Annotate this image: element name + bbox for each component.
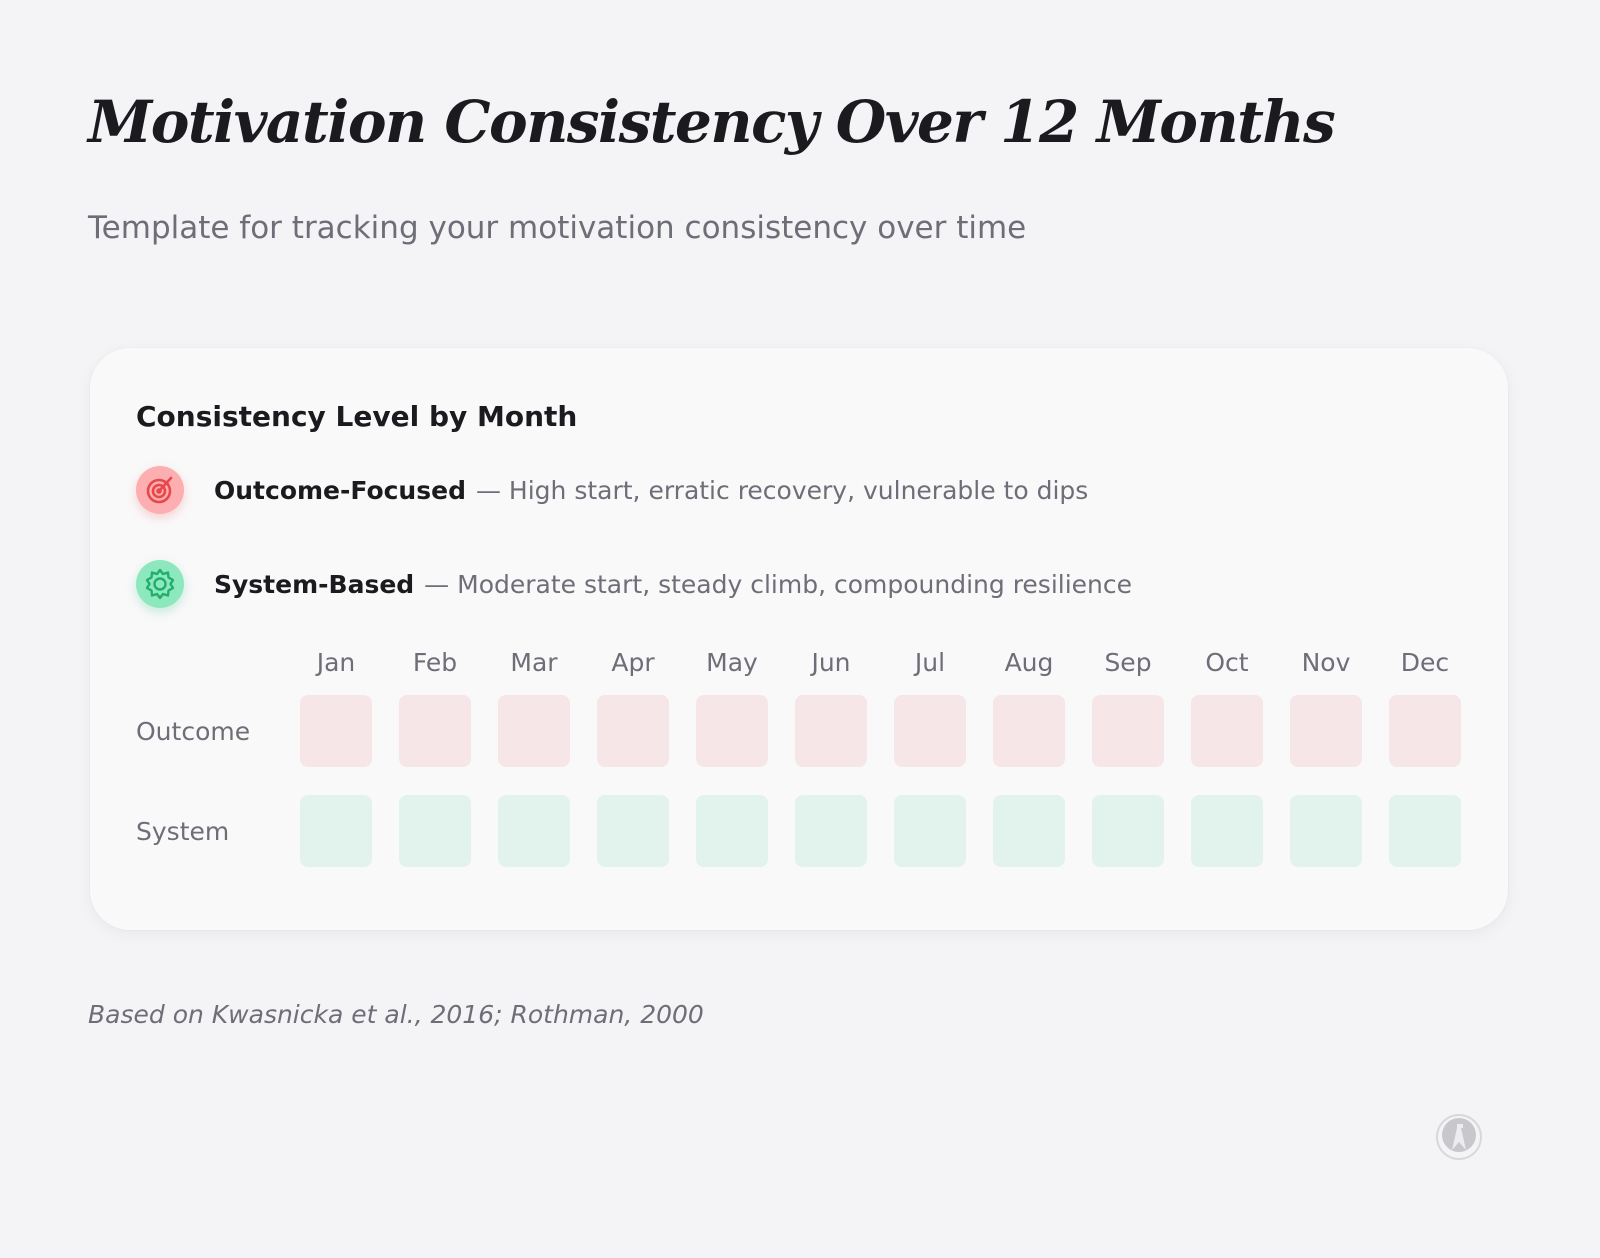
card-title: Consistency Level by Month	[136, 400, 578, 433]
system-cell-jul[interactable]	[894, 795, 966, 867]
system-cell-may[interactable]	[696, 795, 768, 867]
month-header-row: Jan Feb Mar Apr May Jun Jul Aug Sep Oct …	[300, 648, 1488, 677]
mountain-flag-icon	[1440, 1116, 1478, 1158]
legend-desc: — High start, erratic recovery, vulnerab…	[475, 475, 1089, 505]
outcome-cell-apr[interactable]	[597, 695, 669, 767]
outcome-cell-mar[interactable]	[498, 695, 570, 767]
month-label: Feb	[412, 648, 458, 677]
outcome-cell-oct[interactable]	[1191, 695, 1263, 767]
gear-icon	[136, 560, 184, 608]
system-cell-nov[interactable]	[1290, 795, 1362, 867]
outcome-cell-jul[interactable]	[894, 695, 966, 767]
legend-name: Outcome-Focused	[214, 475, 466, 505]
system-cell-jun[interactable]	[795, 795, 867, 867]
month-label: May	[706, 648, 758, 677]
month-label: Apr	[611, 648, 655, 677]
legend-desc: — Moderate start, steady climb, compound…	[424, 569, 1133, 599]
outcome-cell-dec[interactable]	[1389, 695, 1461, 767]
month-label: Dec	[1400, 648, 1450, 677]
system-cell-feb[interactable]	[399, 795, 471, 867]
page-title: Motivation Consistency Over 12 Months	[88, 88, 1336, 156]
system-cell-jan[interactable]	[300, 795, 372, 867]
outcome-cell-aug[interactable]	[993, 695, 1065, 767]
month-label: Jul	[914, 648, 946, 677]
system-cell-aug[interactable]	[993, 795, 1065, 867]
target-icon	[136, 466, 184, 514]
system-cell-dec[interactable]	[1389, 795, 1461, 867]
month-label: Jan	[316, 648, 356, 677]
legend-name: System-Based	[214, 569, 415, 599]
system-cell-sep[interactable]	[1092, 795, 1164, 867]
row-label: Outcome	[136, 716, 251, 746]
legend-item-system: System-Based — Moderate start, steady cl…	[136, 560, 1132, 608]
month-label: Nov	[1301, 648, 1351, 677]
month-label: Sep	[1104, 648, 1152, 677]
row-label: System	[136, 816, 230, 846]
outcome-cell-jun[interactable]	[795, 695, 867, 767]
source-footnote: Based on Kwasnicka et al., 2016; Rothman…	[88, 1000, 704, 1029]
month-label: Oct	[1205, 648, 1249, 677]
system-cell-apr[interactable]	[597, 795, 669, 867]
outcome-cell-feb[interactable]	[399, 695, 471, 767]
outcome-cell-nov[interactable]	[1290, 695, 1362, 767]
brand-logo	[1436, 1114, 1482, 1160]
month-label: Aug	[1004, 648, 1054, 677]
system-cell-oct[interactable]	[1191, 795, 1263, 867]
system-row: System	[136, 795, 1488, 867]
month-label: Jun	[811, 648, 851, 677]
outcome-cell-may[interactable]	[696, 695, 768, 767]
page-subtitle: Template for tracking your motivation co…	[88, 210, 1027, 246]
legend-item-outcome: Outcome-Focused — High start, erratic re…	[136, 466, 1088, 514]
outcome-cell-jan[interactable]	[300, 695, 372, 767]
consistency-card: Consistency Level by Month Outcome-Focus…	[90, 348, 1508, 930]
consistency-heatmap: Jan Feb Mar Apr May Jun Jul Aug Sep Oct …	[136, 648, 1488, 867]
system-cell-mar[interactable]	[498, 795, 570, 867]
outcome-row: Outcome	[136, 695, 1488, 767]
month-label: Mar	[510, 648, 558, 677]
outcome-cell-sep[interactable]	[1092, 695, 1164, 767]
